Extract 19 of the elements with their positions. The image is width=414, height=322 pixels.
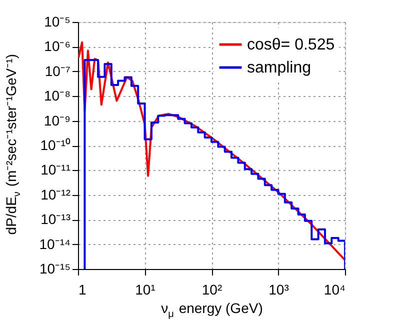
legend-label: sampling xyxy=(247,60,312,76)
y-tick-label: 10⁻¹² xyxy=(40,186,71,202)
x-tick-label: 1 xyxy=(78,282,86,298)
y-tick-label: 10⁻⁶ xyxy=(44,38,70,54)
y-tick-label: 10⁻¹⁵ xyxy=(39,260,70,276)
x-tick-label: 10⁴ xyxy=(324,282,346,298)
y-tick-label: 10⁻⁷ xyxy=(44,62,70,79)
y-tick-label: 10⁻⁹ xyxy=(44,112,70,128)
y-axis-title: dP/dEν (m⁻²sec⁻¹ster⁻¹GeV⁻¹) xyxy=(3,54,23,235)
y-tick-label: 10⁻¹⁰ xyxy=(40,137,70,153)
y-tick-label: 10⁻¹¹ xyxy=(40,162,71,178)
y-tick-label: 10⁻⁵ xyxy=(44,14,70,30)
x-tick-label: 10³ xyxy=(268,282,290,298)
y-tick-label: 10⁻¹³ xyxy=(40,211,71,228)
x-tick-label: 10¹ xyxy=(135,282,156,298)
legend-label: cosθ= 0.525 xyxy=(247,36,335,54)
y-tick-label: 10⁻⁸ xyxy=(44,88,71,104)
y-tick-label: 10⁻¹⁴ xyxy=(39,236,70,252)
x-tick-label: 10² xyxy=(202,282,222,298)
